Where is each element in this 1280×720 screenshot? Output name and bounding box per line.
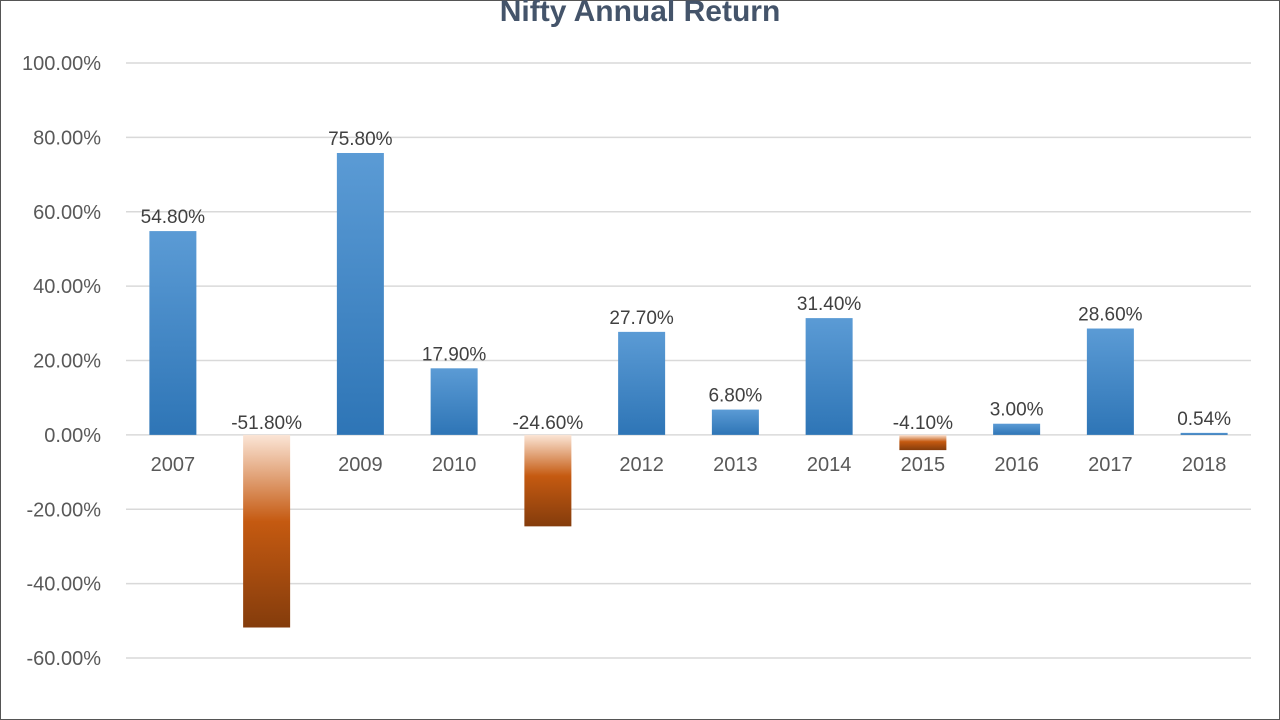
- y-tick-label: 60.00%: [33, 202, 101, 224]
- x-tick-label: 2007: [151, 454, 196, 476]
- chart-title: Nifty Annual Return: [499, 0, 781, 28]
- data-label: -51.80%: [231, 413, 302, 434]
- data-label: -24.60%: [512, 413, 583, 434]
- data-label: -4.10%: [893, 413, 953, 434]
- x-tick-label: 2017: [1088, 454, 1133, 476]
- data-label: 27.70%: [609, 308, 674, 329]
- bar: [243, 434, 291, 628]
- data-label: 54.80%: [141, 207, 206, 228]
- bar: [899, 434, 947, 451]
- labels: 100.00% 80.00% 60.00% 40.00% 20.00% 0.00% -20.…: [22, 53, 1231, 670]
- bar: [618, 331, 666, 435]
- x-tick-label: 2012: [619, 454, 664, 476]
- y-tick-label: 80.00%: [33, 127, 101, 149]
- x-tick-label: 2016: [994, 454, 1039, 476]
- x-tick-label: 2014: [807, 454, 852, 476]
- x-tick-label: 2018: [1182, 454, 1227, 476]
- y-tick-label: 40.00%: [33, 276, 101, 298]
- y-tick-label: 100.00%: [22, 53, 101, 75]
- gridlines: [126, 62, 1251, 659]
- x-tick-label: 2010: [432, 454, 477, 476]
- data-label: 3.00%: [990, 400, 1044, 421]
- data-label: 0.54%: [1177, 409, 1231, 430]
- data-label: 28.60%: [1078, 305, 1143, 326]
- bar: [805, 318, 853, 435]
- bar: [1180, 432, 1228, 435]
- bar: [711, 409, 759, 435]
- bar: [149, 231, 197, 435]
- bar: [524, 434, 572, 527]
- x-tick-label: 2013: [713, 454, 758, 476]
- data-label: 75.80%: [328, 129, 393, 150]
- x-tick-label: 2015: [901, 454, 946, 476]
- bar: [993, 423, 1041, 435]
- y-tick-label: -20.00%: [27, 499, 102, 521]
- y-tick-label: -40.00%: [27, 574, 102, 596]
- x-tick-label: 2009: [338, 454, 383, 476]
- bar: [1086, 328, 1134, 435]
- y-tick-label: -60.00%: [27, 648, 102, 670]
- bar: [430, 368, 478, 435]
- data-label: 17.90%: [422, 344, 487, 365]
- y-tick-label: 20.00%: [33, 351, 101, 373]
- bars: [149, 152, 1228, 628]
- y-tick-label: 0.00%: [44, 425, 101, 447]
- bar: [336, 152, 384, 435]
- data-label: 6.80%: [708, 386, 762, 407]
- data-label: 31.40%: [797, 294, 862, 315]
